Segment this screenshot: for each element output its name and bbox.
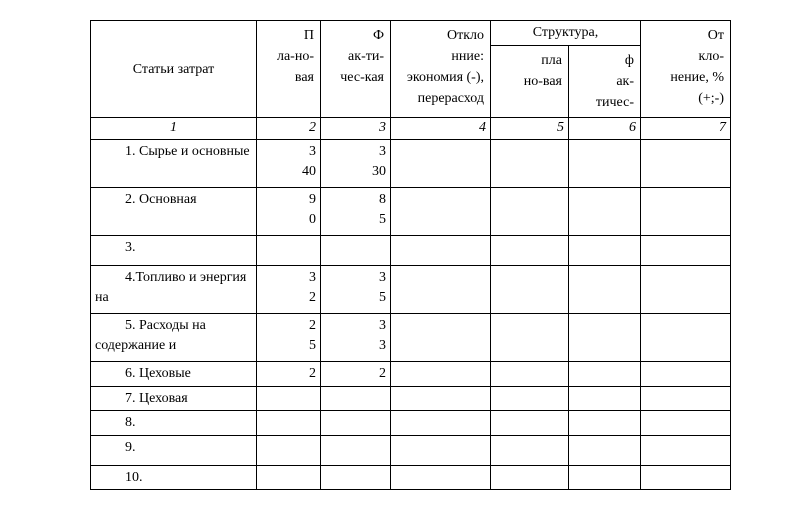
row-cell [391,386,491,411]
row-cell: 3 3 [321,314,391,362]
row-cell: 3 2 [257,266,321,314]
numcell: 2 [257,118,321,140]
table-row: 7. Цеховая [91,386,731,411]
row-cell: 3 40 [257,140,321,188]
row-cell [391,362,491,387]
row-cell [569,266,641,314]
cost-table: Статьи затрат П ла-но- вая Ф ак-ти- чес-… [90,20,731,490]
row-cell: 2 [257,362,321,387]
row-cell [491,266,569,314]
row-cell [257,386,321,411]
hdr-col5-group: Структура, [491,21,641,46]
row-cell: 3 30 [321,140,391,188]
numcell: 5 [491,118,569,140]
row-cell [641,266,731,314]
row-cell [569,435,641,465]
row-cell [321,465,391,490]
row-cell [569,314,641,362]
row-cell: 3 5 [321,266,391,314]
row-label: 1. Сырье и основные [91,140,257,188]
row-cell [257,236,321,266]
hdr-col7: От кло- нение, % (+;-) [641,21,731,118]
numcell: 6 [569,118,641,140]
row-cell [257,435,321,465]
row-cell [569,411,641,436]
row-cell [569,236,641,266]
row-cell [641,435,731,465]
numcell: 1 [91,118,257,140]
hdr-col5: пла но-вая [491,46,569,118]
row-label: 8. [91,411,257,436]
row-label: 3. [91,236,257,266]
row-cell [391,465,491,490]
row-cell [391,188,491,236]
row-cell [491,362,569,387]
row-cell: 2 [321,362,391,387]
row-cell [391,236,491,266]
hdr-col2: П ла-но- вая [257,21,321,118]
numcell: 3 [321,118,391,140]
row-cell: 2 5 [257,314,321,362]
table-row: 10. [91,465,731,490]
numcell: 7 [641,118,731,140]
row-cell [491,386,569,411]
table-body: 1. Сырье и основные3 403 302. Основная9 … [91,140,731,490]
row-cell [641,386,731,411]
row-cell [321,435,391,465]
hdr-col6: ф ак- тичес- [569,46,641,118]
table-header-row-1: Статьи затрат П ла-но- вая Ф ак-ти- чес-… [91,21,731,46]
row-cell [569,386,641,411]
table-row: 8. [91,411,731,436]
row-cell [641,411,731,436]
row-label: 6. Цеховые [91,362,257,387]
row-cell [257,411,321,436]
row-label: 10. [91,465,257,490]
row-label: 4.Топливо и энергия на [91,266,257,314]
row-cell [491,411,569,436]
row-label: 9. [91,435,257,465]
row-cell [641,140,731,188]
row-cell [641,362,731,387]
table-row: 9. [91,435,731,465]
row-cell [391,266,491,314]
hdr-col1: Статьи затрат [91,21,257,118]
row-cell [491,140,569,188]
table-row: 4.Топливо и энергия на3 23 5 [91,266,731,314]
row-cell [391,314,491,362]
row-cell [569,188,641,236]
row-cell [491,314,569,362]
row-cell [491,465,569,490]
table-row: 5. Расходы на содержание и2 53 3 [91,314,731,362]
row-label: 7. Цеховая [91,386,257,411]
row-cell [321,386,391,411]
row-cell [641,188,731,236]
row-cell [569,465,641,490]
row-cell [641,465,731,490]
row-cell [257,465,321,490]
table-number-row: 1 2 3 4 5 6 7 [91,118,731,140]
table-row: 1. Сырье и основные3 403 30 [91,140,731,188]
row-cell: 8 5 [321,188,391,236]
row-cell [391,140,491,188]
row-cell [569,362,641,387]
row-cell [641,236,731,266]
row-cell [641,314,731,362]
row-cell [391,435,491,465]
row-cell [491,188,569,236]
table-row: 6. Цеховые22 [91,362,731,387]
numcell: 4 [391,118,491,140]
row-cell [491,435,569,465]
row-label: 2. Основная [91,188,257,236]
hdr-col4: Откло нние: экономия (-), перерасход [391,21,491,118]
row-cell [491,236,569,266]
row-cell [321,411,391,436]
hdr-col3: Ф ак-ти- чес-кая [321,21,391,118]
row-cell: 9 0 [257,188,321,236]
row-cell [569,140,641,188]
table-row: 3. [91,236,731,266]
row-cell [321,236,391,266]
row-cell [391,411,491,436]
row-label: 5. Расходы на содержание и [91,314,257,362]
table-row: 2. Основная9 08 5 [91,188,731,236]
